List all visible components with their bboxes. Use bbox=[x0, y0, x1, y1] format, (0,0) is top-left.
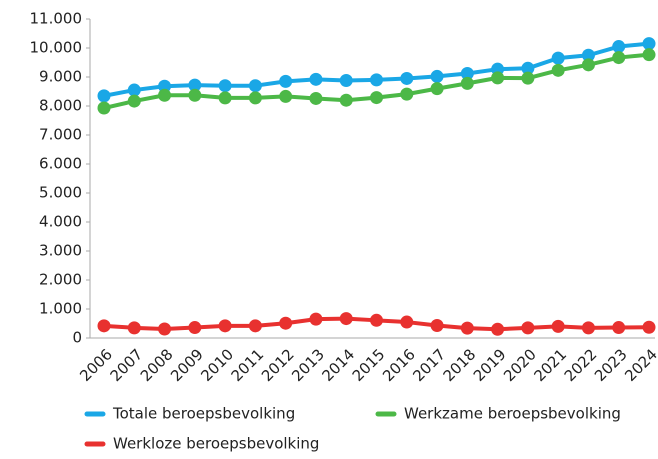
data-point bbox=[430, 82, 444, 96]
data-point bbox=[309, 91, 323, 105]
data-point bbox=[370, 91, 383, 105]
data-point bbox=[309, 72, 323, 86]
data-point bbox=[309, 312, 323, 326]
y-tick-label: 8.000 bbox=[39, 97, 82, 115]
data-point bbox=[97, 89, 111, 103]
data-point bbox=[127, 83, 141, 97]
data-point bbox=[158, 322, 172, 336]
x-tick-label: 2014 bbox=[319, 345, 359, 385]
data-point bbox=[188, 78, 202, 92]
data-point bbox=[127, 321, 141, 335]
data-point bbox=[491, 322, 505, 336]
legend-label: Totale beroepsbevolking bbox=[112, 405, 295, 423]
data-point bbox=[248, 319, 262, 333]
data-point bbox=[642, 37, 656, 51]
data-point bbox=[218, 91, 232, 105]
data-point bbox=[521, 61, 535, 75]
data-point bbox=[248, 91, 262, 105]
data-point bbox=[279, 316, 293, 330]
data-point bbox=[581, 321, 595, 335]
x-tick-label: 2011 bbox=[228, 345, 268, 385]
data-point bbox=[339, 73, 353, 87]
data-point bbox=[551, 63, 565, 77]
x-tick-label: 2010 bbox=[197, 345, 237, 385]
data-point bbox=[370, 313, 383, 327]
data-point bbox=[551, 51, 565, 65]
data-point bbox=[581, 48, 595, 62]
y-tick-label: 1.000 bbox=[39, 300, 82, 318]
data-point bbox=[218, 79, 232, 93]
data-point bbox=[491, 71, 505, 85]
data-point bbox=[612, 321, 626, 335]
x-tick-label: 2024 bbox=[621, 345, 658, 385]
x-tick-label: 2023 bbox=[591, 345, 631, 385]
x-tick-label: 2007 bbox=[107, 345, 147, 385]
data-point bbox=[521, 321, 535, 335]
x-tick-label: 2013 bbox=[288, 345, 328, 385]
x-tick-label: 2019 bbox=[470, 345, 510, 385]
y-tick-label: 5.000 bbox=[39, 184, 82, 202]
data-point bbox=[218, 319, 232, 333]
data-point bbox=[642, 48, 656, 62]
y-tick-label: 10.000 bbox=[30, 39, 83, 57]
y-tick-label: 6.000 bbox=[39, 155, 82, 173]
data-point bbox=[127, 94, 141, 108]
data-point bbox=[248, 79, 262, 93]
x-tick-label: 2018 bbox=[440, 345, 480, 385]
data-point bbox=[158, 88, 172, 102]
data-point bbox=[400, 71, 414, 85]
data-point bbox=[339, 312, 353, 326]
x-tick-label: 2015 bbox=[349, 345, 389, 385]
data-point bbox=[279, 74, 293, 88]
data-point bbox=[188, 88, 202, 102]
y-tick-label: 9.000 bbox=[39, 68, 82, 86]
data-point bbox=[400, 87, 414, 101]
data-point bbox=[370, 73, 383, 87]
x-tick-label: 2012 bbox=[258, 345, 298, 385]
data-point bbox=[430, 319, 444, 333]
x-tick-label: 2020 bbox=[500, 345, 540, 385]
data-point bbox=[612, 40, 626, 54]
x-tick-label: 2009 bbox=[167, 345, 207, 385]
data-point bbox=[158, 79, 172, 93]
data-point bbox=[460, 321, 474, 335]
y-tick-label: 2.000 bbox=[39, 271, 82, 289]
y-tick-label: 3.000 bbox=[39, 242, 82, 260]
x-tick-label: 2021 bbox=[530, 345, 570, 385]
data-point bbox=[339, 93, 353, 107]
data-point bbox=[551, 319, 565, 333]
data-point bbox=[460, 76, 474, 90]
x-tick-label: 2016 bbox=[379, 345, 419, 385]
data-point bbox=[97, 101, 111, 115]
data-point bbox=[581, 58, 595, 72]
data-point bbox=[400, 315, 414, 329]
data-point bbox=[188, 321, 202, 335]
data-point bbox=[612, 51, 626, 65]
x-tick-label: 2017 bbox=[409, 345, 449, 385]
legend-label: Werkzame beroepsbevolking bbox=[404, 405, 621, 423]
data-point bbox=[460, 67, 474, 81]
data-point bbox=[279, 89, 293, 103]
data-point bbox=[430, 69, 444, 83]
legend-label: Werkloze beroepsbevolking bbox=[113, 435, 319, 453]
x-tick-label: 2022 bbox=[561, 345, 601, 385]
x-tick-label: 2006 bbox=[76, 345, 116, 385]
y-tick-label: 4.000 bbox=[39, 213, 82, 231]
y-tick-label: 7.000 bbox=[39, 126, 82, 144]
data-point bbox=[97, 319, 111, 333]
y-tick-label: 0 bbox=[72, 329, 82, 347]
y-tick-label: 11.000 bbox=[30, 10, 83, 28]
data-point bbox=[521, 71, 535, 85]
x-tick-label: 2008 bbox=[137, 345, 177, 385]
data-point bbox=[642, 320, 656, 334]
